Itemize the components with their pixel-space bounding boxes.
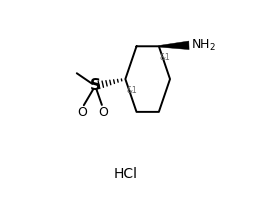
Text: &1: &1 <box>127 86 138 96</box>
Text: &1: &1 <box>160 53 171 62</box>
Text: O: O <box>98 106 108 119</box>
Text: NH$_2$: NH$_2$ <box>191 38 216 53</box>
Text: O: O <box>77 106 87 119</box>
Text: S: S <box>90 78 101 93</box>
Text: HCl: HCl <box>113 167 137 181</box>
Polygon shape <box>159 41 189 50</box>
